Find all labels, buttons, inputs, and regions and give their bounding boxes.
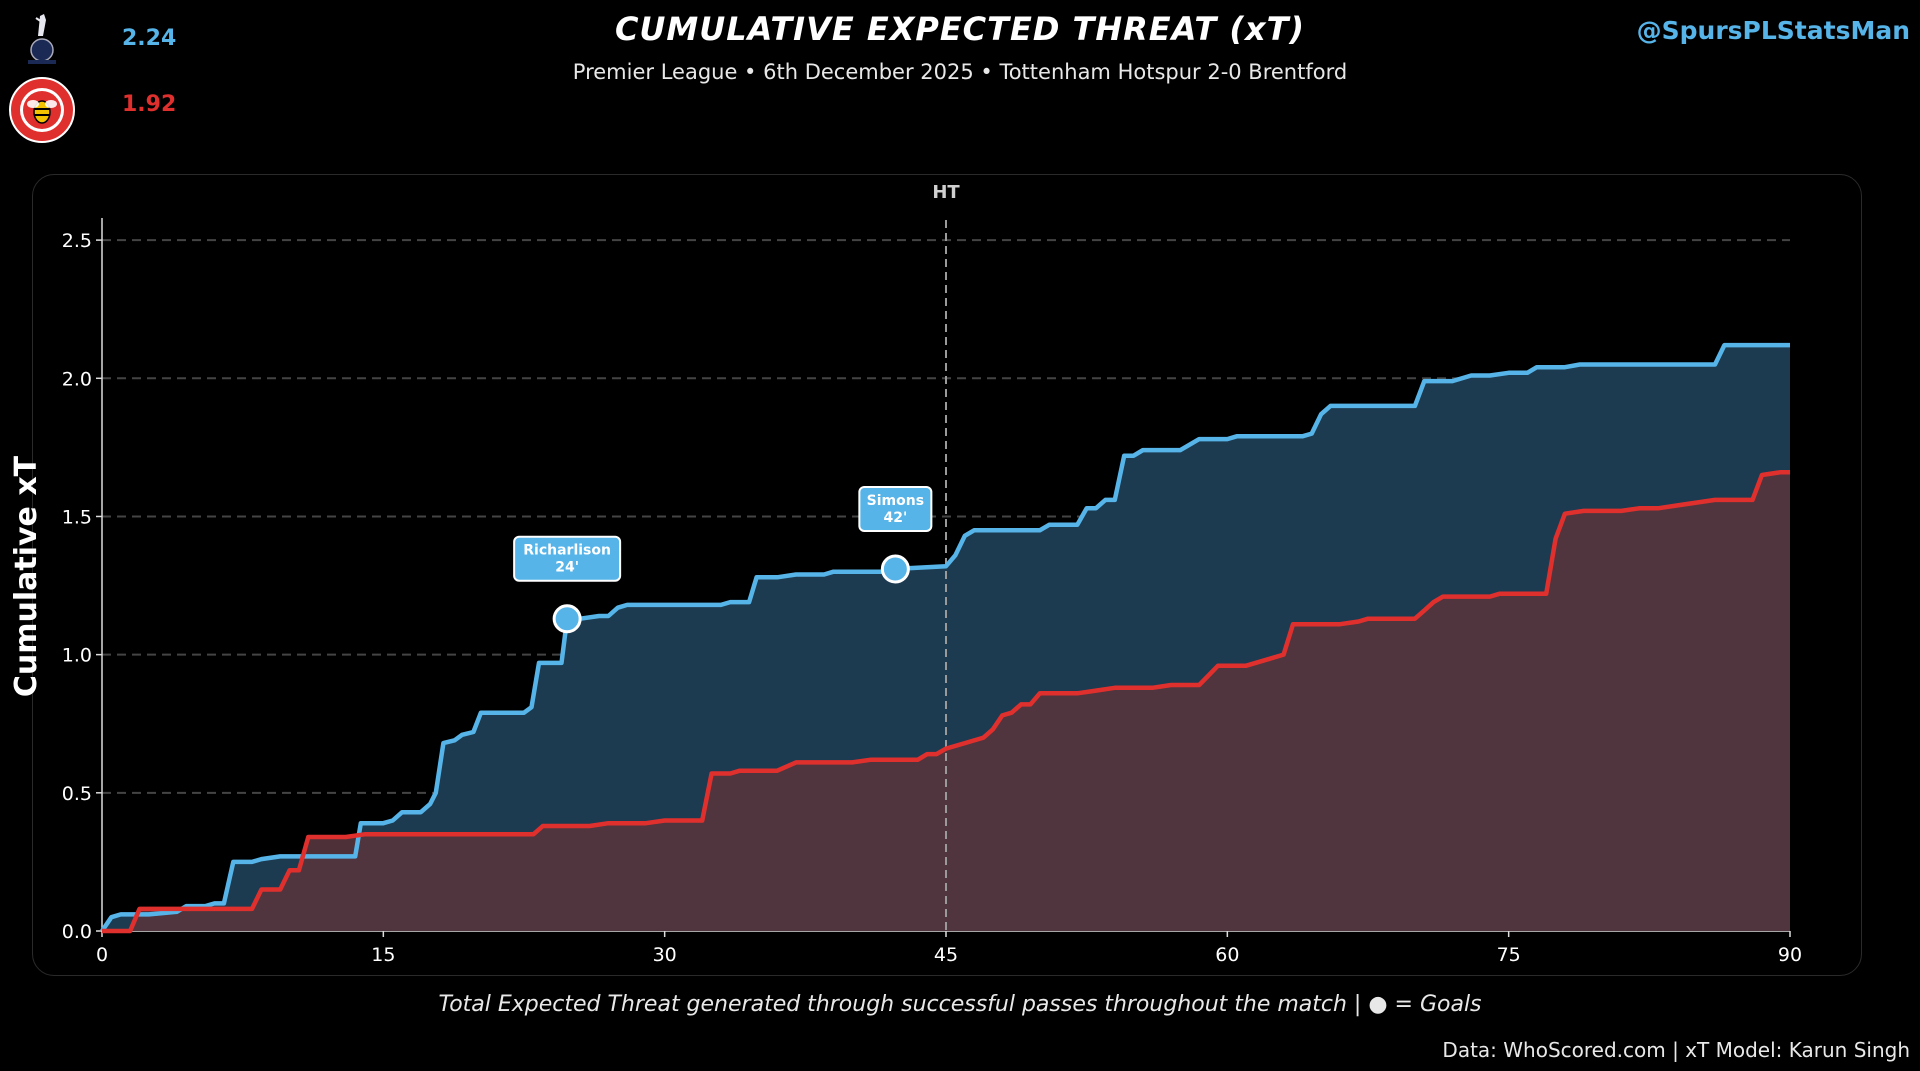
goal-marker bbox=[552, 604, 582, 634]
halftime-label: HT bbox=[932, 182, 960, 203]
goal-scorer-label: Simons bbox=[867, 493, 924, 509]
goal-marker bbox=[880, 554, 910, 584]
x-tick-label: 15 bbox=[371, 944, 395, 966]
away-total-xt: 1.92 bbox=[122, 92, 177, 117]
x-tick-label: 75 bbox=[1497, 944, 1521, 966]
x-tick-label: 90 bbox=[1778, 944, 1802, 966]
chart-subtitle: Premier League • 6th December 2025 • Tot… bbox=[572, 60, 1348, 84]
goal-minute-label: 24' bbox=[555, 560, 579, 576]
chart-caption: Total Expected Threat generated through … bbox=[438, 992, 1482, 1017]
y-tick-label: 0.5 bbox=[62, 783, 92, 805]
brentford-crest-icon bbox=[8, 76, 76, 144]
y-tick-label: 2.0 bbox=[62, 368, 92, 390]
chart-title: CUMULATIVE EXPECTED THREAT (xT) bbox=[614, 10, 1306, 48]
y-tick-label: 2.5 bbox=[62, 230, 92, 252]
y-tick-label: 1.5 bbox=[62, 506, 92, 528]
y-axis-label: Cumulative xT bbox=[9, 455, 44, 697]
y-tick-label: 0.0 bbox=[62, 921, 92, 943]
home-total-xt: 2.24 bbox=[122, 26, 177, 51]
series-area-away bbox=[102, 472, 1790, 931]
y-tick-label: 1.0 bbox=[62, 645, 92, 667]
series-line-home bbox=[100, 342, 1790, 933]
data-source: Data: WhoScored.com | xT Model: Karun Si… bbox=[1442, 1038, 1910, 1062]
series-line-away bbox=[102, 469, 1790, 934]
author-handle: @SpursPLStatsMan bbox=[1636, 16, 1910, 45]
goal-scorer-label: Richarlison bbox=[523, 543, 611, 559]
x-tick-label: 60 bbox=[1215, 944, 1239, 966]
x-tick-label: 45 bbox=[934, 944, 958, 966]
tottenham-crest-icon bbox=[20, 8, 68, 66]
goal-minute-label: 42' bbox=[883, 510, 907, 526]
x-tick-label: 0 bbox=[96, 944, 108, 966]
goal-callout bbox=[513, 535, 622, 582]
goal-callout bbox=[858, 485, 933, 532]
x-tick-label: 30 bbox=[653, 944, 677, 966]
